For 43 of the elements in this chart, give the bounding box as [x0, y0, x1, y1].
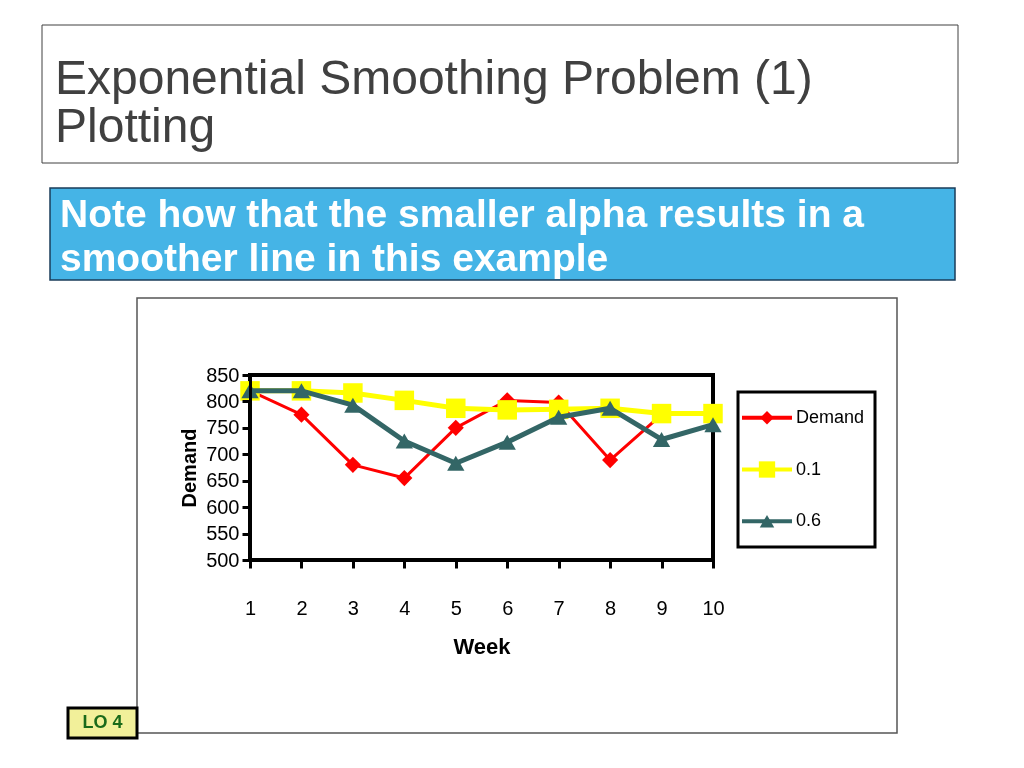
- x-tick-label: 8: [605, 596, 617, 619]
- point: [447, 419, 464, 436]
- point: [704, 417, 722, 433]
- y-tick-label: 850: [206, 363, 240, 386]
- point: [652, 431, 671, 447]
- legend-label: Demand: [796, 406, 865, 427]
- point: [602, 452, 619, 469]
- y-tick-label: 750: [206, 416, 240, 439]
- legend-label: 0.1: [796, 458, 822, 479]
- x-tick-label: 9: [656, 596, 668, 619]
- legend-label: 0.6: [796, 510, 822, 531]
- point: [446, 398, 466, 419]
- y-tick-label: 700: [206, 442, 240, 465]
- y-tick-label: 600: [206, 495, 240, 518]
- point: [447, 455, 465, 471]
- x-tick-label: 6: [502, 596, 514, 619]
- x-tick-label: 1: [244, 596, 257, 619]
- x-axis-title: Week: [453, 633, 512, 659]
- point: [344, 456, 361, 473]
- y-tick-label: 550: [206, 522, 240, 545]
- chart-title: Exponential Smoothing Problem (1) Plotting: [55, 51, 813, 152]
- point: [344, 397, 362, 413]
- x-tick-label: 4: [399, 596, 411, 619]
- x-tick-label: 10: [702, 596, 725, 619]
- point: [703, 403, 723, 424]
- point: [394, 390, 415, 411]
- x-tick-label: 2: [296, 596, 308, 619]
- point: [498, 434, 516, 450]
- x-tick-label: 5: [450, 596, 462, 619]
- point: [497, 400, 517, 420]
- x-tick-label: 7: [553, 596, 565, 619]
- chart-subtitle: Note how that the smaller alpha results in a smoother line in this example: [60, 192, 865, 279]
- point: [343, 383, 363, 403]
- y-axis-title: Demand: [178, 428, 201, 508]
- y-tick-label: 650: [206, 469, 240, 492]
- point: [396, 470, 413, 487]
- point: [293, 406, 310, 423]
- x-tick-label: 3: [347, 596, 359, 619]
- y-tick-label: 800: [206, 389, 240, 412]
- point: [550, 409, 568, 425]
- point: [395, 433, 413, 449]
- y-tick-label: 500: [206, 548, 240, 571]
- text: LO 4: [82, 712, 123, 732]
